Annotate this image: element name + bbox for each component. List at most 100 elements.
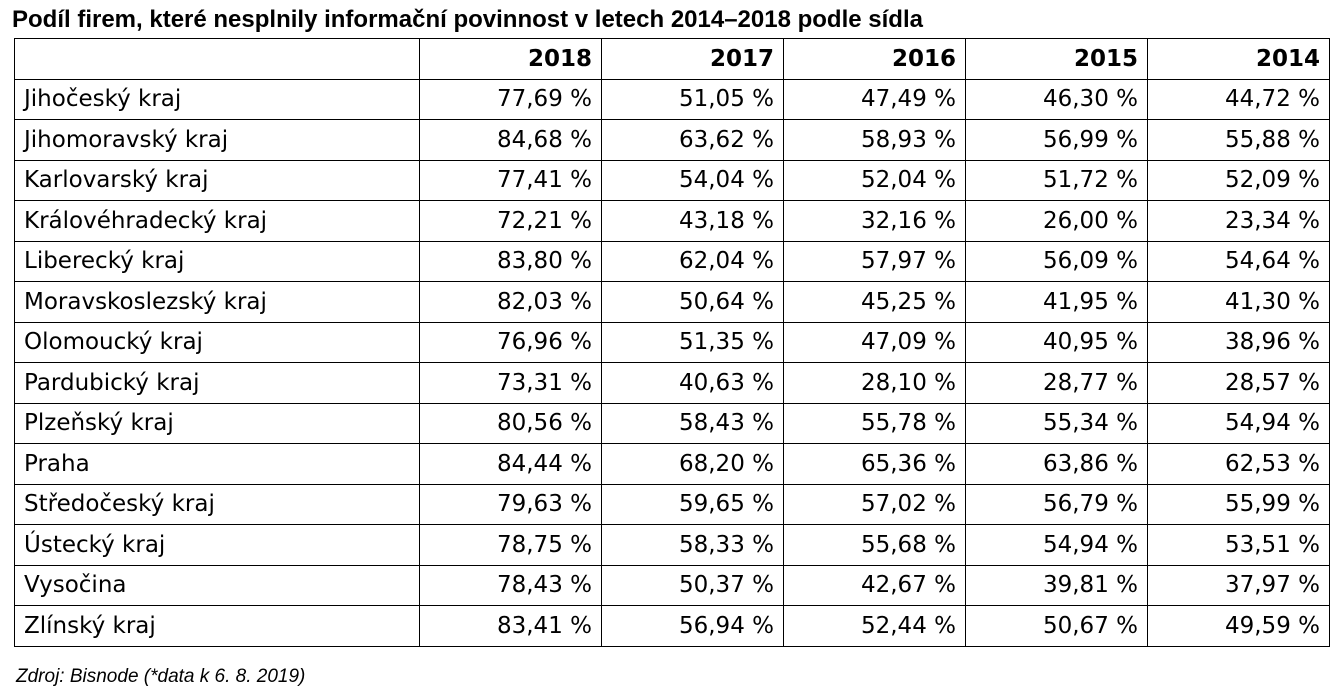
value-cell: 37,97 % [1147,564,1330,606]
region-label: Plzeňský kraj [14,402,420,444]
value-cell: 43,18 % [601,200,784,242]
value-cell: 76,96 % [419,321,602,363]
column-header: 2015 [965,38,1148,80]
value-cell: 84,44 % [419,443,602,485]
value-cell: 58,33 % [601,524,784,566]
value-cell: 73,31 % [419,362,602,404]
region-label: Olomoucký kraj [14,321,420,363]
value-cell: 63,62 % [601,119,784,161]
value-cell: 77,69 % [419,78,602,120]
value-cell: 77,41 % [419,159,602,201]
value-cell: 50,67 % [965,605,1148,647]
value-cell: 54,94 % [965,524,1148,566]
value-cell: 40,95 % [965,321,1148,363]
value-cell: 56,09 % [965,240,1148,282]
region-label: Jihomoravský kraj [14,119,420,161]
header-corner-cell [14,38,420,80]
value-cell: 84,68 % [419,119,602,161]
region-label: Královéhradecký kraj [14,200,420,242]
table-row: Moravskoslezský kraj 82,03 % 50,64 % 45,25 … [14,281,1330,323]
value-cell: 58,93 % [783,119,966,161]
value-cell: 62,53 % [1147,443,1330,485]
value-cell: 54,94 % [1147,402,1330,444]
value-cell: 44,72 % [1147,78,1330,120]
value-cell: 78,75 % [419,524,602,566]
value-cell: 54,64 % [1147,240,1330,282]
region-label: Ústecký kraj [14,524,420,566]
value-cell: 42,67 % [783,564,966,606]
region-label: Karlovarský kraj [14,159,420,201]
value-cell: 47,09 % [783,321,966,363]
table-row: Olomoucký kraj 76,96 % 51,35 % 47,09 % 40,95… [14,321,1330,363]
table-row: Jihomoravský kraj 84,68 % 63,62 % 58,93 % 56… [14,119,1330,161]
value-cell: 82,03 % [419,281,602,323]
region-label: Vysočina [14,564,420,606]
value-cell: 54,04 % [601,159,784,201]
value-cell: 51,72 % [965,159,1148,201]
value-cell: 55,88 % [1147,119,1330,161]
value-cell: 45,25 % [783,281,966,323]
table-row: Liberecký kraj 83,80 % 62,04 % 57,97 % 56,09… [14,240,1330,282]
value-cell: 52,09 % [1147,159,1330,201]
value-cell: 58,43 % [601,402,784,444]
column-header: 2017 [601,38,784,80]
value-cell: 56,79 % [965,483,1148,525]
value-cell: 40,63 % [601,362,784,404]
value-cell: 79,63 % [419,483,602,525]
value-cell: 41,30 % [1147,281,1330,323]
value-cell: 52,04 % [783,159,966,201]
region-label: Pardubický kraj [14,362,420,404]
value-cell: 49,59 % [1147,605,1330,647]
table-row: Vysočina 78,43 % 50,37 % 42,67 % 39,81 % 37,9… [14,564,1330,606]
value-cell: 26,00 % [965,200,1148,242]
value-cell: 63,86 % [965,443,1148,485]
region-label: Liberecký kraj [14,240,420,282]
value-cell: 55,78 % [783,402,966,444]
table-row: Praha 84,44 % 68,20 % 65,36 % 63,86 % 62,53 % [14,443,1330,485]
value-cell: 62,04 % [601,240,784,282]
value-cell: 78,43 % [419,564,602,606]
value-cell: 80,56 % [419,402,602,444]
source-note: Zdroj: Bisnode (*data k 6. 8. 2019) [16,666,306,687]
value-cell: 32,16 % [783,200,966,242]
value-cell: 59,65 % [601,483,784,525]
value-cell: 55,99 % [1147,483,1330,525]
region-label: Moravskoslezský kraj [14,281,420,323]
value-cell: 53,51 % [1147,524,1330,566]
value-cell: 23,34 % [1147,200,1330,242]
value-cell: 50,37 % [601,564,784,606]
value-cell: 28,57 % [1147,362,1330,404]
table-row: Ústecký kraj 78,75 % 58,33 % 55,68 % 54,94 %… [14,524,1330,566]
header-row: 2018 2017 2016 2015 2014 [14,38,1330,80]
value-cell: 28,10 % [783,362,966,404]
column-header: 2018 [419,38,602,80]
data-table: 2018 2017 2016 2015 2014 Jihočeský kraj 7… [14,38,1330,647]
value-cell: 39,81 % [965,564,1148,606]
value-cell: 51,35 % [601,321,784,363]
value-cell: 41,95 % [965,281,1148,323]
table-row: Pardubický kraj 73,31 % 40,63 % 28,10 % 28,7… [14,362,1330,404]
column-header: 2016 [783,38,966,80]
column-header: 2014 [1147,38,1330,80]
value-cell: 65,36 % [783,443,966,485]
value-cell: 47,49 % [783,78,966,120]
region-label: Středočeský kraj [14,483,420,525]
table-row: Středočeský kraj 79,63 % 59,65 % 57,02 % 56,… [14,483,1330,525]
value-cell: 28,77 % [965,362,1148,404]
region-label: Praha [14,443,420,485]
value-cell: 50,64 % [601,281,784,323]
table-row: Plzeňský kraj 80,56 % 58,43 % 55,78 % 55,34 … [14,402,1330,444]
value-cell: 55,68 % [783,524,966,566]
value-cell: 56,99 % [965,119,1148,161]
region-label: Zlínský kraj [14,605,420,647]
table-body: Jihočeský kraj 77,69 % 51,05 % 47,49 % 46,30… [14,78,1330,647]
value-cell: 38,96 % [1147,321,1330,363]
table-row: Karlovarský kraj 77,41 % 54,04 % 52,04 % 51,… [14,159,1330,201]
value-cell: 57,02 % [783,483,966,525]
value-cell: 55,34 % [965,402,1148,444]
table-title: Podíl firem, které nesplnily informační … [12,6,923,33]
value-cell: 83,80 % [419,240,602,282]
value-cell: 51,05 % [601,78,784,120]
table-row: Královéhradecký kraj 72,21 % 43,18 % 32,16 … [14,200,1330,242]
value-cell: 72,21 % [419,200,602,242]
